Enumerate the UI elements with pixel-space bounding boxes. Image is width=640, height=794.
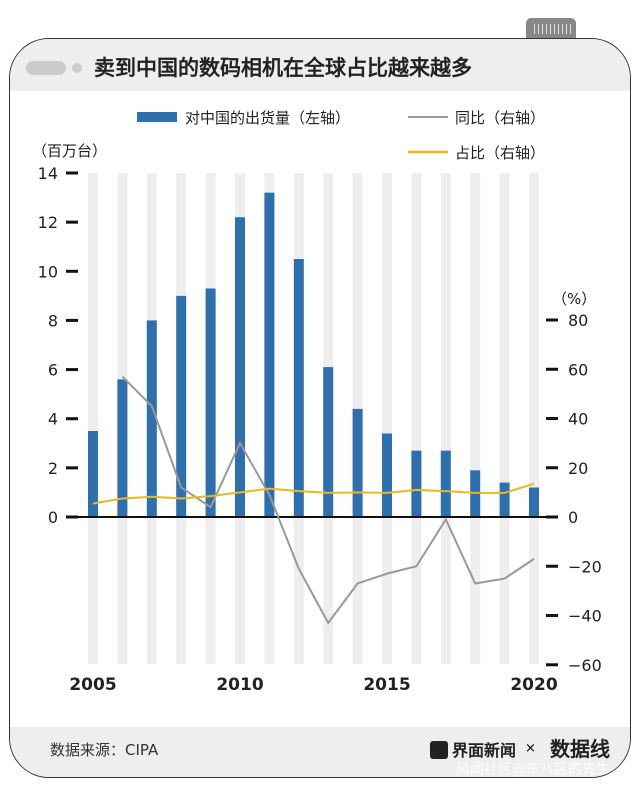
right-tick-label: −40	[568, 607, 602, 626]
left-tick-mark	[66, 417, 78, 421]
bar-2005	[88, 431, 98, 517]
header: 卖到中国的数码相机在全球占比越来越多	[10, 39, 630, 91]
brand-icon	[430, 741, 448, 759]
background-stripe	[440, 173, 451, 664]
bar-2015	[382, 433, 392, 517]
x-tick-label: 2005	[69, 675, 116, 695]
partner-logo: 数据线	[550, 737, 610, 761]
bar-2011	[264, 192, 275, 517]
left-axis-unit: （百万台）	[32, 142, 107, 160]
background-stripe	[411, 173, 422, 664]
bar-2017	[440, 450, 451, 517]
bar-2019	[499, 482, 510, 517]
legend-bar-swatch	[137, 112, 177, 122]
brand-logo: 界面新闻	[430, 737, 516, 761]
bar-2020	[529, 487, 539, 517]
background-stripe	[529, 173, 539, 664]
background-stripe	[88, 173, 98, 664]
right-axis-unit: （%）	[552, 290, 596, 308]
page-title: 卖到中国的数码相机在全球占比越来越多	[94, 56, 472, 80]
dot-decoration	[72, 63, 82, 73]
bar-2010	[235, 217, 245, 517]
right-tick-label: 60	[568, 360, 588, 379]
x-tick-label: 2020	[510, 675, 557, 695]
right-tick-mark	[546, 614, 558, 617]
left-tick-label: 4	[48, 410, 58, 429]
left-tick-mark	[66, 466, 78, 470]
left-tick-mark	[66, 368, 78, 372]
legend-label-yoy: 同比（右轴）	[455, 109, 545, 127]
left-tick-mark	[66, 220, 78, 224]
chart-card: 卖到中国的数码相机在全球占比越来越多 数据来源：CIPA 界面新闻 × 数据线 …	[9, 38, 631, 778]
bar-2016	[411, 450, 422, 517]
bar-2006	[117, 379, 128, 517]
background-stripe	[382, 173, 392, 664]
right-tick-mark	[546, 663, 558, 667]
device-tab-decoration	[526, 18, 576, 38]
left-tick-label: 12	[38, 213, 58, 232]
watermark: 风闻社区@东八区的先生	[456, 762, 610, 778]
left-tick-label: 6	[48, 361, 58, 380]
left-tick-label: 14	[38, 164, 58, 183]
left-tick-label: 2	[48, 459, 58, 478]
right-tick-label: 20	[568, 459, 588, 478]
right-tick-mark	[546, 564, 558, 568]
bar-2009	[205, 288, 216, 517]
source-text: 数据来源：CIPA	[50, 741, 159, 759]
left-tick-mark	[66, 171, 78, 175]
x-tick-label: 2015	[363, 675, 410, 695]
x-tick-label: 2010	[216, 675, 263, 695]
right-tick-label: 40	[568, 410, 588, 429]
left-tick-mark	[66, 318, 78, 322]
bar-2014	[352, 408, 363, 517]
right-tick-mark	[546, 466, 558, 470]
pill-decoration	[26, 61, 66, 75]
right-tick-mark	[546, 417, 558, 420]
left-tick-label: 10	[38, 262, 58, 281]
bar-2008	[176, 295, 187, 517]
background-stripe	[470, 173, 481, 664]
left-tick-label: 8	[48, 311, 58, 330]
times-sign: ×	[525, 741, 536, 756]
legend-label-shipments: 对中国的出货量（左轴）	[185, 109, 350, 127]
right-tick-label: −60	[568, 656, 602, 675]
left-tick-label: 0	[48, 508, 58, 527]
bar-2013	[323, 367, 334, 517]
right-tick-label: 80	[568, 311, 588, 330]
right-tick-label: 0	[568, 508, 578, 527]
share-line	[92, 482, 535, 505]
right-tick-mark	[546, 367, 558, 371]
bar-2012	[293, 259, 304, 517]
footer: 数据来源：CIPA 界面新闻 × 数据线 风闻社区@东八区的先生	[10, 727, 630, 777]
legend-label-share: 占比（右轴）	[455, 144, 545, 162]
brand-name: 界面新闻	[452, 741, 517, 760]
right-tick-label: −20	[568, 557, 602, 576]
background-stripe	[499, 173, 510, 664]
bar-2007	[146, 320, 157, 517]
left-tick-mark	[66, 269, 78, 273]
right-tick-mark	[546, 318, 558, 322]
